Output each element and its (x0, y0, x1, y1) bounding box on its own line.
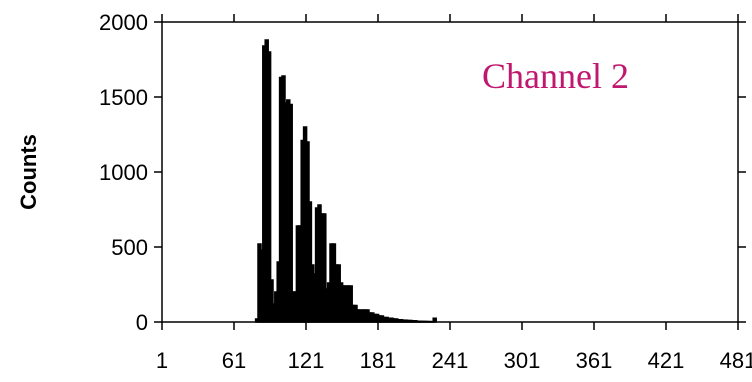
bars-layer (254, 39, 437, 323)
y-tick-label: 0 (136, 310, 148, 335)
x-tick-label: 481 (720, 348, 752, 373)
x-tick-label: 1 (156, 348, 168, 373)
x-tick-label: 181 (360, 348, 397, 373)
x-tick-label: 421 (648, 348, 685, 373)
y-tick-label: 1000 (99, 160, 148, 185)
x-tick-label: 361 (576, 348, 613, 373)
y-axis-label: Counts (16, 134, 41, 210)
x-tick-label: 61 (222, 348, 246, 373)
x-tick-label: 301 (504, 348, 541, 373)
channel-annotation: Channel 2 (482, 56, 629, 96)
y-tick-label: 2000 (99, 10, 148, 35)
y-tick-label: 1500 (99, 85, 148, 110)
histogram-bar (288, 103, 293, 323)
ticks-layer: 1 61 121 181 241 301 361 421 481 0 500 1000 1500 2000 (99, 10, 752, 373)
plot-frame (161, 21, 739, 323)
x-tick-label: 121 (288, 348, 325, 373)
y-tick-label: 500 (111, 235, 148, 260)
x-tick-label: 241 (432, 348, 469, 373)
